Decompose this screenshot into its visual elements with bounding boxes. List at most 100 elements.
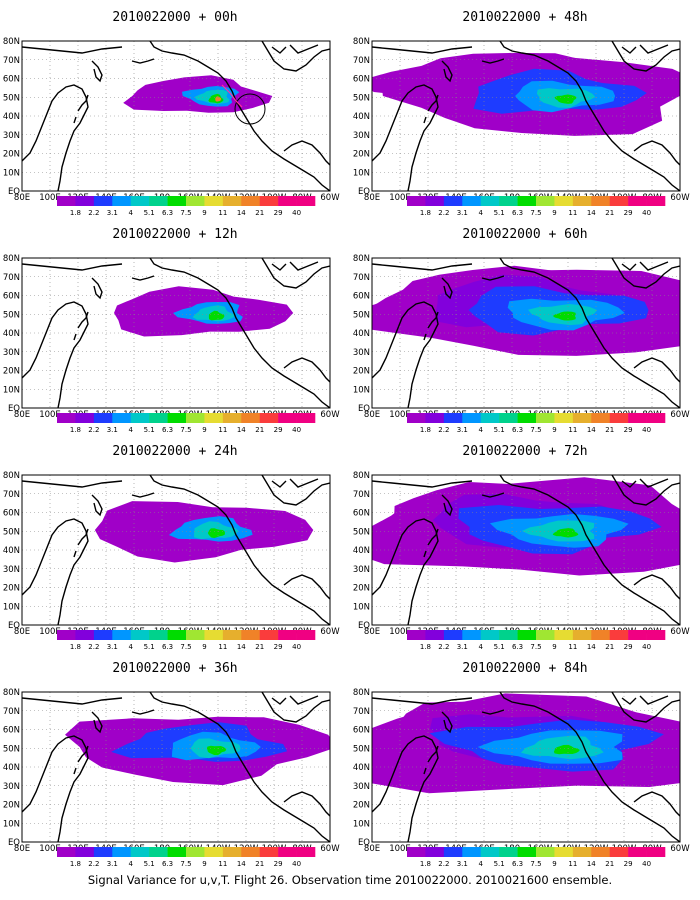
coastline (633, 140, 680, 166)
colorbar-swatch (554, 196, 574, 206)
lon-tick-label: 80E (14, 627, 30, 637)
colorbar-label: 3.1 (107, 643, 118, 651)
colorbar-label: 6.3 (512, 643, 523, 651)
colorbar-swatch (278, 413, 297, 423)
lon-tick-label: 60W (320, 410, 340, 420)
colorbar-swatch (609, 196, 629, 206)
colorbar-swatch (296, 847, 316, 857)
colorbar-swatch (628, 196, 647, 206)
colorbar-label: 21 (255, 426, 264, 434)
colorbar-swatch (591, 196, 611, 206)
lat-tick-label: EQ (358, 404, 370, 414)
colorbar-swatch (536, 413, 555, 423)
colorbar-swatch (407, 847, 426, 857)
variance-map: EQ10N20N30N40N50N60N70N80N80E100E120E140… (3, 471, 340, 637)
colorbar-swatch (443, 196, 463, 206)
coastline (22, 263, 123, 271)
coastline (441, 494, 453, 517)
colorbar-swatch (407, 196, 426, 206)
colorbar-label: 40 (642, 426, 651, 434)
colorbar-swatch (167, 413, 187, 423)
variance-map: EQ10N20N30N40N50N60N70N80N80E100E120E140… (353, 254, 690, 420)
lat-tick-label: 20N (3, 584, 20, 594)
colorbar-swatch (499, 196, 518, 206)
coastline (481, 58, 505, 64)
variance-map: EQ10N20N30N40N50N60N70N80N80E100E120E140… (353, 471, 690, 637)
lat-tick-label: EQ (358, 187, 370, 197)
colorbar-label: 7.5 (180, 209, 191, 217)
lat-tick-label: 80N (353, 254, 370, 264)
panel-title: 2010022000 + 48h (462, 10, 588, 25)
colorbar: 1.8 2.2 3.1 4 5.1 6.3 7.5 9 11 14 21 29 40 (407, 847, 666, 868)
colorbar-swatch (259, 413, 279, 423)
lon-tick-label: 80E (14, 410, 30, 420)
lon-tick-label: 80E (364, 410, 380, 420)
colorbar-swatch (480, 847, 500, 857)
coastline (441, 60, 453, 83)
lon-tick-label: 80E (14, 193, 30, 203)
lat-tick-label: 30N (3, 131, 20, 141)
colorbar-swatch (167, 630, 187, 640)
colorbar-label: 1.8 (420, 426, 431, 434)
panel-title: 2010022000 + 60h (462, 227, 588, 242)
colorbar-label: 4 (128, 426, 133, 434)
lat-tick-label: 70N (353, 273, 370, 283)
lat-tick-label: 40N (3, 763, 20, 773)
colorbar-label: 14 (237, 426, 246, 434)
coastline (149, 258, 330, 408)
coastline (633, 574, 680, 600)
colorbar-swatch (222, 847, 242, 857)
lat-tick-label: 20N (3, 150, 20, 160)
lat-tick-label: 40N (3, 329, 20, 339)
coastline (271, 44, 319, 54)
colorbar-label: 4 (478, 209, 483, 217)
variance-contour (207, 528, 225, 539)
coastline (372, 735, 439, 842)
lat-tick-label: 80N (353, 37, 370, 47)
colorbar-swatch (278, 847, 297, 857)
coastline (91, 711, 103, 734)
colorbar-swatch (149, 630, 168, 640)
coastline (149, 475, 330, 625)
lon-tick-label: 60W (320, 627, 340, 637)
coastline (91, 277, 103, 300)
lat-tick-label: 50N (3, 310, 20, 320)
lat-tick-label: 50N (353, 527, 370, 537)
colorbar-label: 2.2 (88, 209, 99, 217)
colorbar-swatch (204, 196, 224, 206)
lat-tick-label: 10N (353, 602, 370, 612)
colorbar-swatch (591, 847, 611, 857)
colorbar-swatch (130, 413, 150, 423)
colorbar-label: 40 (292, 209, 301, 217)
colorbar-swatch (572, 847, 592, 857)
coastline (372, 263, 473, 271)
colorbar-label: 29 (274, 209, 283, 217)
colorbar-swatch (554, 630, 574, 640)
colorbar-swatch (93, 630, 113, 640)
lat-tick-label: 70N (353, 490, 370, 500)
colorbar-swatch (222, 630, 242, 640)
colorbar-swatch (591, 630, 611, 640)
lat-tick-label: 40N (3, 112, 20, 122)
colorbar-swatch (517, 630, 537, 640)
coastline (481, 275, 505, 281)
coastline (22, 84, 89, 191)
colorbar-swatch (93, 413, 113, 423)
colorbar: 1.8 2.2 3.1 4 5.1 6.3 7.5 9 11 14 21 29 40 (57, 413, 316, 434)
colorbar-swatch (499, 413, 518, 423)
coastline (91, 494, 103, 517)
lat-tick-label: 80N (3, 471, 20, 481)
coastline (22, 301, 89, 408)
colorbar-label: 1.8 (70, 209, 81, 217)
coastline (91, 60, 103, 83)
colorbar-swatch (241, 630, 261, 640)
colorbar-label: 5.1 (494, 860, 505, 868)
colorbar-label: 1.8 (420, 209, 431, 217)
lon-tick-label: 100E (389, 627, 411, 637)
lon-tick-label: 80E (364, 844, 380, 854)
variance-contour (215, 96, 222, 102)
colorbar-label: 3.1 (457, 209, 468, 217)
colorbar-swatch (646, 630, 666, 640)
colorbar-label: 11 (218, 643, 227, 651)
coastline (423, 528, 439, 558)
